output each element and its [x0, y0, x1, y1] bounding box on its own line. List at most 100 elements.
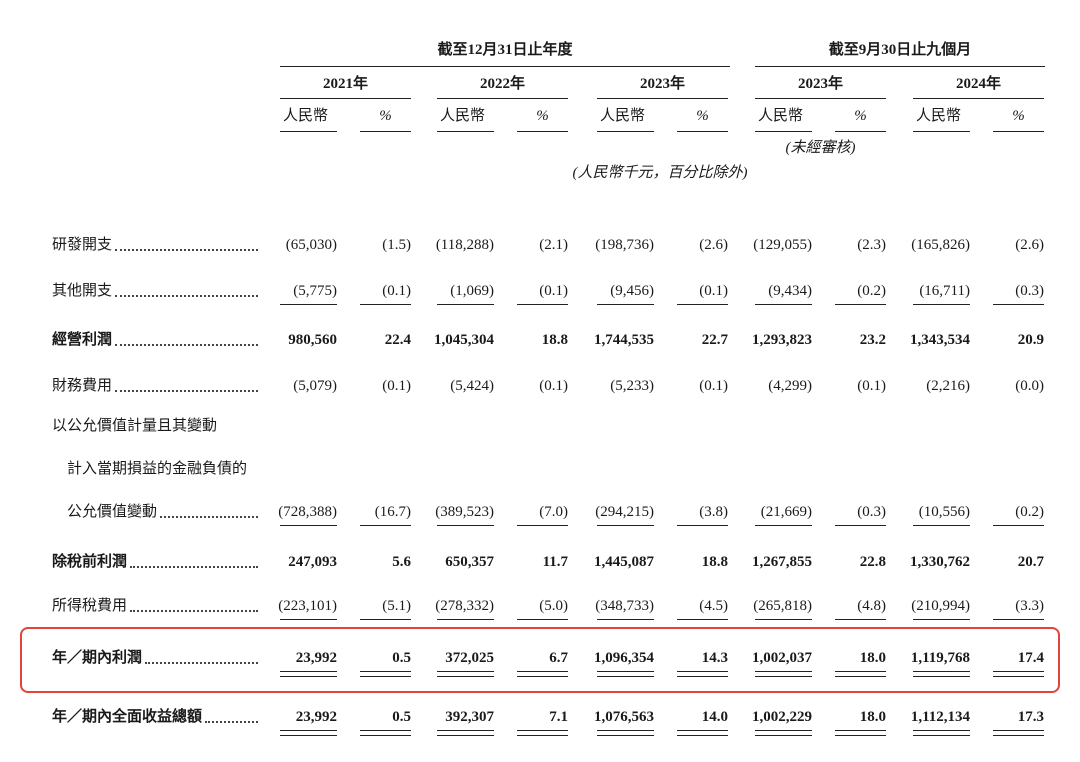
- cell-value: 11.7: [542, 554, 568, 570]
- underline: [913, 619, 970, 620]
- cell-value: 22.4: [384, 332, 411, 348]
- cell-value: 17.3: [1017, 709, 1044, 725]
- rule: [437, 98, 568, 99]
- label-text: 其他開支: [52, 283, 113, 299]
- cell-value: (223,101): [278, 598, 337, 614]
- underline: [517, 671, 568, 672]
- underline: [913, 676, 970, 677]
- cell-value: (2.3): [857, 237, 886, 253]
- cell-value: 23.2: [859, 332, 886, 348]
- rule: [280, 66, 730, 67]
- label-text: 經營利潤: [52, 332, 113, 348]
- underline: [360, 676, 411, 677]
- label-text: 年／期內全面收益總額: [52, 709, 203, 725]
- cell-value: (2.1): [539, 237, 568, 253]
- row-label: 公允價值變動: [67, 502, 258, 522]
- underline: [755, 525, 812, 526]
- cell-value: (4.5): [699, 598, 728, 614]
- dot-leader: [160, 516, 258, 518]
- underline: [280, 671, 337, 672]
- cell-value: (165,826): [911, 237, 970, 253]
- underline: [993, 676, 1044, 677]
- percent: %: [536, 108, 549, 124]
- underline: [993, 619, 1044, 620]
- cell-value: (9,434): [768, 283, 812, 299]
- currency: 人民幣: [440, 108, 486, 124]
- underline: [755, 676, 812, 677]
- cell-value: (278,332): [435, 598, 494, 614]
- cell-value: 1,045,304: [434, 332, 494, 348]
- underline: [677, 525, 728, 526]
- row-label: 所得稅費用: [52, 596, 258, 616]
- year: 2021年: [322, 76, 368, 92]
- year: 2022年: [479, 76, 525, 92]
- cell-value: 14.0: [701, 709, 728, 725]
- cell-value: 1,293,823: [752, 332, 812, 348]
- underline: [280, 730, 337, 731]
- rule: [597, 131, 654, 132]
- underline: [677, 619, 728, 620]
- row-label: 以公允價值計量且其變動: [52, 418, 218, 434]
- underline: [597, 676, 654, 677]
- group-title: 截至9月30日止九個月: [828, 42, 972, 58]
- rule: [993, 131, 1044, 132]
- rule: [755, 98, 886, 99]
- underline: [280, 619, 337, 620]
- dot-leader: [205, 721, 258, 723]
- cell-value: (0.0): [1015, 378, 1044, 394]
- underline: [517, 304, 568, 305]
- underline: [437, 676, 494, 677]
- cell-value: 1,112,134: [910, 709, 970, 725]
- dot-leader: [115, 390, 258, 392]
- rule: [360, 131, 411, 132]
- underline: [517, 619, 568, 620]
- cell-value: (0.3): [1015, 283, 1044, 299]
- underline: [677, 730, 728, 731]
- underline: [913, 730, 970, 731]
- cell-value: (0.1): [699, 378, 728, 394]
- cell-value: (118,288): [435, 237, 494, 253]
- label-text: 研發開支: [52, 237, 113, 253]
- cell-value: (3.3): [1015, 598, 1044, 614]
- cell-value: 372,025: [445, 650, 494, 666]
- label-text: 財務費用: [52, 378, 113, 394]
- currency: 人民幣: [916, 108, 962, 124]
- underline: [517, 676, 568, 677]
- underline: [913, 525, 970, 526]
- rule: [597, 98, 728, 99]
- underline: [360, 735, 411, 736]
- underline: [913, 304, 970, 305]
- cell-value: 23,992: [295, 650, 337, 666]
- cell-value: (5.0): [539, 598, 568, 614]
- cell-value: 1,119,768: [910, 650, 970, 666]
- row-label: 財務費用: [52, 376, 258, 396]
- cell-value: 17.4: [1017, 650, 1044, 666]
- cell-value: (210,994): [911, 598, 970, 614]
- underline: [437, 735, 494, 736]
- underline: [993, 730, 1044, 731]
- underline: [360, 619, 411, 620]
- cell-value: 20.7: [1017, 554, 1044, 570]
- year: 2023年: [797, 76, 843, 92]
- label-text: 除稅前利潤: [52, 554, 128, 570]
- underline: [755, 735, 812, 736]
- cell-value: 7.1: [549, 709, 568, 725]
- cell-value: (65,030): [285, 237, 337, 253]
- row-label: 經營利潤: [52, 330, 258, 350]
- cell-value: 1,096,354: [594, 650, 654, 666]
- cell-value: (21,669): [760, 504, 812, 520]
- underline: [437, 619, 494, 620]
- underline: [597, 671, 654, 672]
- dot-leader: [115, 249, 258, 251]
- cell-value: 1,330,762: [910, 554, 970, 570]
- underline: [517, 730, 568, 731]
- percent: %: [696, 108, 709, 124]
- cell-value: (5.1): [382, 598, 411, 614]
- cell-value: (4.8): [857, 598, 886, 614]
- group-title: 截至12月31日止年度: [437, 42, 573, 58]
- cell-value: 247,093: [288, 554, 337, 570]
- underline: [597, 735, 654, 736]
- underline: [437, 671, 494, 672]
- rule: [280, 98, 411, 99]
